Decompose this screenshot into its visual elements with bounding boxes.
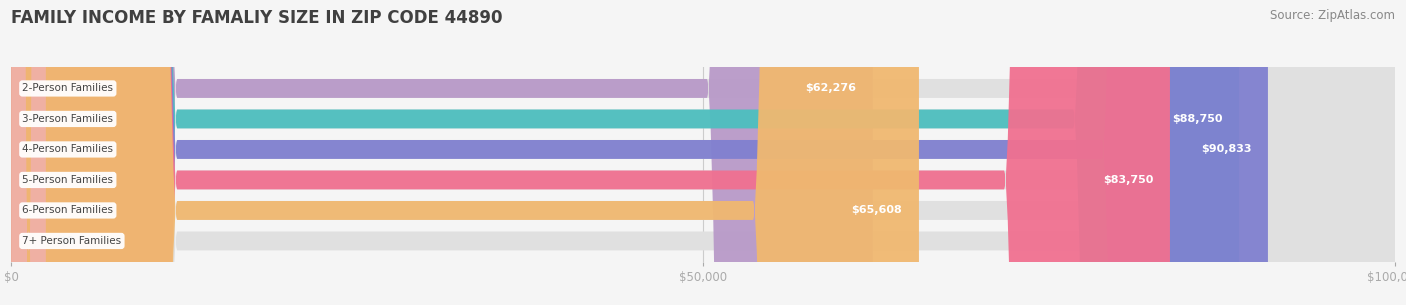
FancyBboxPatch shape — [11, 0, 1395, 305]
FancyBboxPatch shape — [11, 0, 1395, 305]
Text: $88,750: $88,750 — [1173, 114, 1222, 124]
Text: $90,833: $90,833 — [1201, 145, 1251, 154]
Text: $0: $0 — [59, 236, 75, 246]
Text: Source: ZipAtlas.com: Source: ZipAtlas.com — [1270, 9, 1395, 22]
FancyBboxPatch shape — [11, 0, 46, 305]
Text: 3-Person Families: 3-Person Families — [22, 114, 114, 124]
Text: 7+ Person Families: 7+ Person Families — [22, 236, 121, 246]
Text: $65,608: $65,608 — [852, 206, 903, 215]
FancyBboxPatch shape — [11, 0, 873, 305]
FancyBboxPatch shape — [11, 0, 920, 305]
FancyBboxPatch shape — [11, 0, 1170, 305]
Text: 6-Person Families: 6-Person Families — [22, 206, 114, 215]
FancyBboxPatch shape — [11, 0, 1239, 305]
Text: $83,750: $83,750 — [1102, 175, 1153, 185]
FancyBboxPatch shape — [11, 0, 1395, 305]
FancyBboxPatch shape — [11, 0, 1395, 305]
FancyBboxPatch shape — [11, 0, 1395, 305]
Text: 4-Person Families: 4-Person Families — [22, 145, 114, 154]
FancyBboxPatch shape — [11, 0, 1395, 305]
Text: 5-Person Families: 5-Person Families — [22, 175, 114, 185]
FancyBboxPatch shape — [11, 0, 1268, 305]
Text: 2-Person Families: 2-Person Families — [22, 84, 114, 93]
Text: $62,276: $62,276 — [806, 84, 856, 93]
Text: FAMILY INCOME BY FAMALIY SIZE IN ZIP CODE 44890: FAMILY INCOME BY FAMALIY SIZE IN ZIP COD… — [11, 9, 503, 27]
